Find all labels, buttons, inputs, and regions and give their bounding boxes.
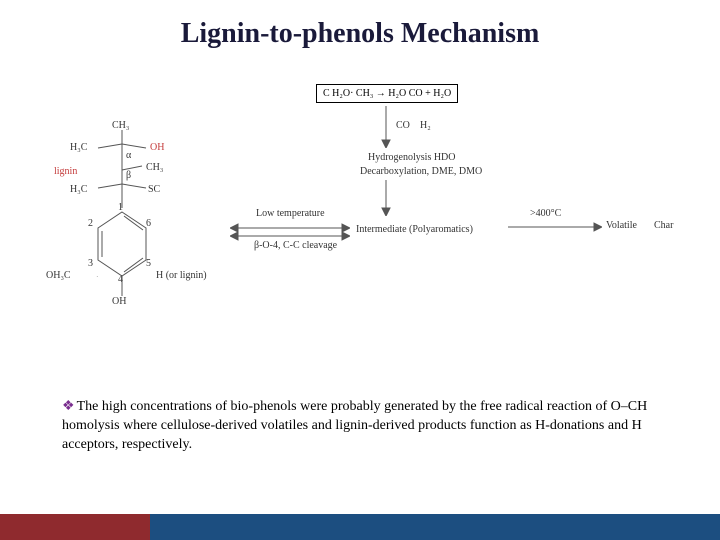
mol-oh3c: OH₃C [46, 270, 71, 281]
slide-container: Lignin-to-phenols Mechanism C H₂O· CH₃ →… [0, 0, 720, 540]
mol-h-or-lignin: H (or lignin) [156, 270, 207, 281]
mol-h3c-lower: H₃C [70, 184, 87, 195]
bullet-icon: ❖ [62, 399, 75, 414]
equation-box: C H₂O· CH₃ → H₂O CO + H₂O [316, 84, 458, 103]
caption-text-block: ❖The high concentrations of bio-phenols … [62, 398, 652, 455]
char-label: Char [654, 220, 673, 231]
benzene-ring [92, 208, 152, 280]
mechanism-diagram: C H₂O· CH₃ → H₂O CO + H₂O CO H₂ Hydrogen… [40, 80, 680, 360]
footer-accent-red [0, 514, 150, 540]
intermediate-label: Intermediate (Polyaromatics) [356, 224, 473, 235]
molecule-bottom-bonds [92, 276, 162, 300]
volatile-label: Volatile [606, 220, 637, 231]
high-temp-label: >400°C [530, 208, 561, 219]
mol-lignin-label: lignin [54, 166, 77, 177]
footer-accent-blue [150, 514, 720, 540]
mol-h3c-left: H₃C [70, 142, 87, 153]
arrow-eq-down [380, 106, 392, 148]
cleavage-label: β-O-4, C-C cleavage [254, 240, 337, 251]
gas-co-label: CO [396, 120, 410, 131]
slide-title: Lignin-to-phenols Mechanism [0, 18, 720, 50]
arrow-center-down [380, 180, 392, 216]
arrow-high-temp [508, 220, 602, 234]
process-decarb-label: Decarboxylation, DME, DMO [360, 166, 482, 177]
caption-text: The high concentrations of bio-phenols w… [62, 399, 647, 452]
molecule-bonds [92, 130, 162, 212]
low-temp-label: Low temperature [256, 208, 325, 219]
gas-h2-label: H₂ [420, 120, 431, 131]
process-hdo-label: Hydrogenolysis HDO [368, 152, 456, 163]
